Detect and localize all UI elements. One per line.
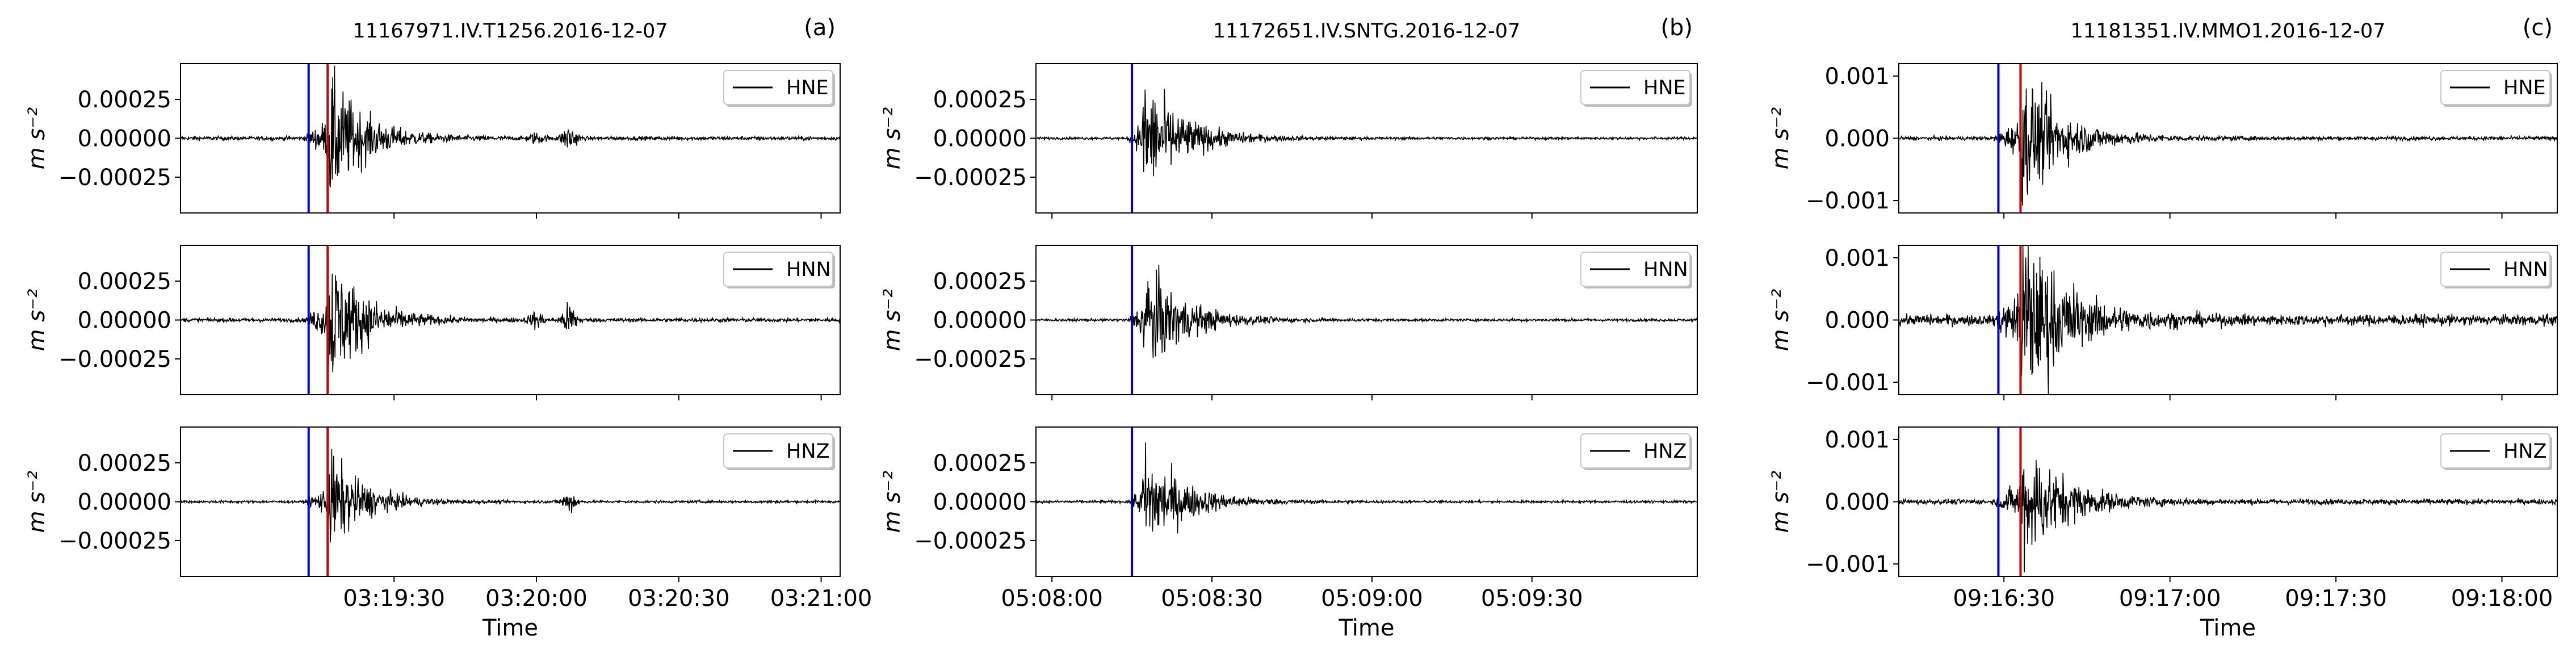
chart-title: 11172651.IV.SNTG.2016-12-07	[1213, 20, 1521, 43]
x-tick-label: 03:21:00	[770, 585, 872, 612]
y-tick-label: 0.001	[1824, 245, 1890, 271]
waveform-hnz	[1036, 442, 1697, 534]
legend-box	[1580, 252, 1690, 287]
waveform-hne	[1899, 82, 2557, 206]
x-tick-label: 03:20:00	[485, 585, 588, 612]
y-tick-label: 0.00000	[78, 126, 171, 152]
chart-title: 11167971.IV.T1256.2016-12-07	[353, 20, 668, 43]
y-tick-label: 0.00025	[933, 87, 1027, 113]
waveform-hnz	[1899, 460, 2557, 572]
y-tick-label: 0.00000	[933, 126, 1027, 152]
y-tick-label: −0.00025	[914, 165, 1027, 191]
x-axis-label: Time	[1339, 615, 1395, 641]
y-tick-label: −0.00025	[914, 528, 1027, 554]
y-tick-label: 0.00025	[78, 450, 171, 476]
legend-label: HNE	[2503, 77, 2546, 99]
legend-label: HNZ	[786, 440, 829, 463]
y-axis-label: m s⁻²	[1768, 107, 1794, 170]
legend-label: HNE	[1643, 77, 1686, 99]
y-tick-label: 0.00025	[78, 269, 171, 295]
x-tick-label: 09:17:00	[2119, 585, 2221, 612]
y-tick-label: 0.00000	[78, 308, 171, 334]
y-axis-label: m s⁻²	[879, 289, 905, 352]
y-tick-label: −0.00025	[58, 528, 171, 554]
chart-title: 11181351.IV.MMO1.2016-12-07	[2071, 20, 2386, 43]
waveform-hnn	[1899, 245, 2557, 395]
waveform-hne	[181, 65, 840, 187]
panel-label: (b)	[1660, 15, 1693, 41]
legend-label: HNN	[2503, 258, 2548, 281]
y-axis-label: m s⁻²	[24, 107, 50, 170]
y-tick-label: −0.001	[1806, 370, 1890, 396]
y-tick-label: 0.00000	[933, 308, 1027, 334]
legend-box	[2440, 252, 2550, 287]
y-axis-label: m s⁻²	[1768, 471, 1794, 533]
y-tick-label: 0.00025	[78, 87, 171, 113]
y-axis-label: m s⁻²	[24, 289, 50, 352]
legend-label: HNN	[786, 258, 831, 281]
y-tick-label: 0.00025	[933, 269, 1027, 295]
x-axis-label: Time	[2200, 615, 2256, 641]
y-tick-label: −0.001	[1806, 188, 1890, 214]
y-axis-label: m s⁻²	[879, 471, 905, 533]
y-tick-label: −0.001	[1806, 551, 1890, 578]
y-tick-label: 0.000	[1824, 126, 1890, 152]
legend-box	[723, 433, 833, 469]
y-tick-label: 0.001	[1824, 427, 1890, 453]
waveform-hnz	[181, 449, 840, 543]
legend-box	[1580, 70, 1690, 105]
legend-box	[723, 252, 833, 287]
x-tick-label: 09:18:00	[2451, 585, 2553, 612]
y-axis-label: m s⁻²	[879, 107, 905, 170]
x-tick-label: 05:09:00	[1321, 585, 1423, 612]
y-axis-label: m s⁻²	[24, 471, 50, 533]
x-tick-label: 03:19:30	[343, 585, 445, 612]
y-tick-label: 0.00000	[78, 490, 171, 516]
legend-label: HNE	[786, 77, 829, 99]
waveform-hnn	[181, 273, 840, 373]
x-tick-label: 09:16:30	[1953, 585, 2055, 612]
y-tick-label: 0.00025	[933, 450, 1027, 476]
legend-box	[1580, 433, 1690, 469]
legend-label: HNZ	[1643, 440, 1686, 463]
x-tick-label: 05:08:00	[1001, 585, 1103, 612]
legend-box	[723, 70, 833, 105]
legend-box	[2440, 433, 2550, 469]
y-axis-label: m s⁻²	[1768, 289, 1794, 352]
y-tick-label: 0.00000	[933, 490, 1027, 516]
waveform-hne	[1036, 89, 1697, 177]
y-tick-label: −0.00025	[58, 165, 171, 191]
x-tick-label: 03:20:30	[628, 585, 730, 612]
panel-label: (a)	[804, 15, 836, 41]
y-tick-label: 0.000	[1824, 490, 1890, 516]
waveform-hnn	[1036, 265, 1697, 358]
legend-label: HNN	[1643, 258, 1688, 281]
y-tick-label: 0.001	[1824, 64, 1890, 90]
x-tick-label: 09:17:30	[2285, 585, 2387, 612]
y-tick-label: 0.000	[1824, 308, 1890, 334]
x-tick-label: 05:08:30	[1161, 585, 1263, 612]
x-tick-label: 05:09:30	[1481, 585, 1583, 612]
legend-label: HNZ	[2503, 440, 2546, 463]
y-tick-label: −0.00025	[914, 346, 1027, 373]
y-tick-label: −0.00025	[58, 346, 171, 373]
panel-label: (c)	[2523, 15, 2553, 41]
x-axis-label: Time	[482, 615, 538, 641]
legend-box	[2440, 70, 2550, 105]
